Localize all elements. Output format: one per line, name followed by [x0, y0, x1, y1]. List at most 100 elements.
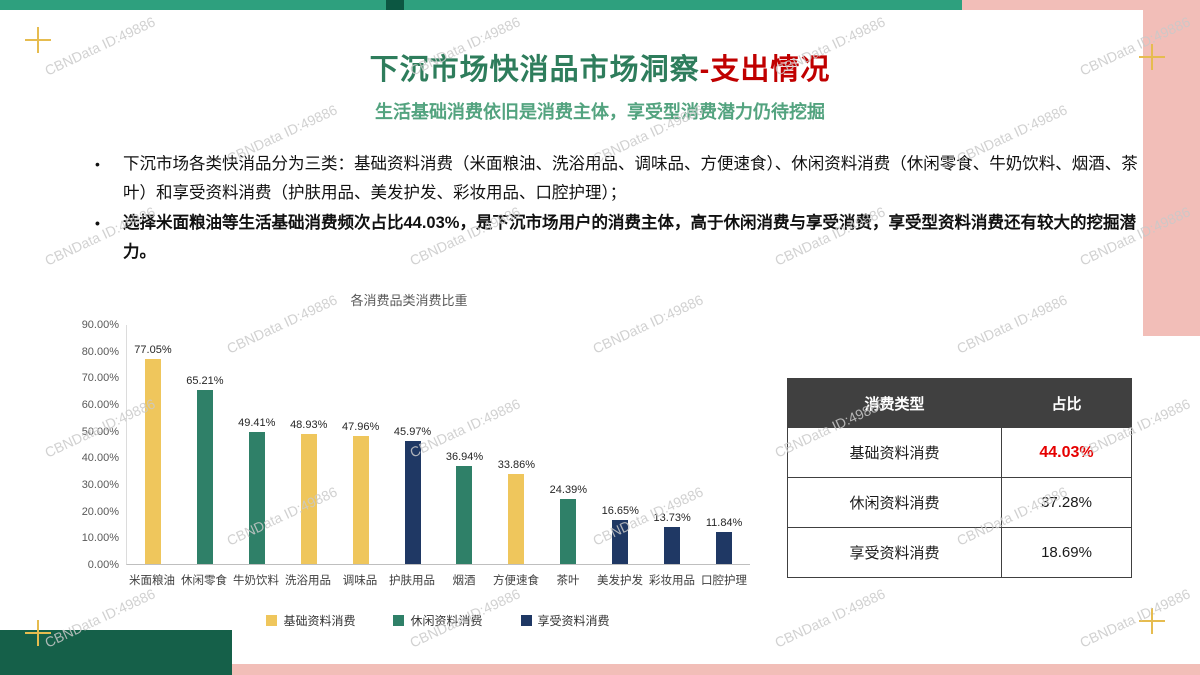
bar-value-label: 49.41%	[238, 417, 276, 430]
bar-value-label: 48.93%	[290, 418, 328, 431]
bullet-item: • 选择米面粮油等生活基础消费频次占比44.03%，是下沉市场用户的消费主体，高…	[95, 209, 1153, 268]
bar	[352, 436, 369, 564]
bar-plot: 77.05% 65.21% 49.41% 48.93% 47.96% 45.97% 36.9…	[126, 325, 750, 565]
y-tick-label: 60.00%	[81, 399, 119, 411]
y-tick-label: 0.00%	[87, 559, 119, 571]
type-cell: 享受资料消费	[786, 527, 1003, 578]
table-row: 基础资料消费 44.03%	[786, 427, 1132, 478]
corner-cross-icon	[1139, 608, 1165, 634]
bullet-item: • 下沉市场各类快消品分为三类：基础资料消费（米面粮油、洗浴用品、调味品、方便速…	[95, 150, 1153, 209]
type-cell: 基础资料消费	[786, 427, 1003, 478]
bar	[404, 441, 421, 564]
bullet-marker: •	[95, 156, 100, 172]
bullet-text: 选择米面粮油等生活基础消费频次占比44.03%，是下沉市场用户的消费主体，高于休…	[123, 213, 1136, 262]
category-label: 米面粮油	[129, 575, 175, 587]
table-header-type: 消费类型	[786, 378, 1003, 428]
watermark-text: CBNData ID:49886	[772, 585, 888, 651]
category-label: 护肤用品	[389, 575, 435, 587]
top-right-accent-strip	[962, 0, 1200, 10]
legend-item: 享受资料消费	[520, 612, 610, 629]
bar	[144, 358, 161, 564]
chart-title: 各消费品类消费比重	[350, 293, 468, 308]
legend-swatch	[520, 615, 532, 626]
bar-group: 65.21%	[179, 325, 231, 564]
bar-value-label: 65.21%	[186, 375, 224, 388]
page-title-main: 下沉市场快消品市场洞察	[369, 54, 700, 86]
corner-cross-icon	[1139, 44, 1165, 70]
bar-group: 36.94%	[439, 325, 491, 564]
top-accent-notch	[386, 0, 404, 10]
chart-body: 0.00% 10.00% 20.00% 30.00% 40.00% 50.00% 60.00…	[68, 319, 778, 571]
bar-group: 24.39%	[542, 325, 594, 564]
chart-legend: 基础资料消费 休闲资料消费 享受资料消费	[126, 612, 750, 629]
table-header-row: 消费类型 占比	[786, 378, 1132, 428]
category-label: 牛奶饮料	[233, 575, 279, 587]
category-label: 洗浴用品	[285, 575, 331, 587]
legend-swatch	[393, 615, 405, 626]
watermark-text: CBNData ID:49886	[954, 291, 1070, 357]
y-tick-label: 90.00%	[81, 319, 119, 331]
category-label: 茶叶	[556, 575, 580, 587]
legend-label: 享受资料消费	[537, 614, 610, 628]
y-tick-label: 10.00%	[81, 532, 119, 545]
legend-item: 休闲资料消费	[393, 612, 483, 629]
category-label: 休闲零食	[181, 575, 227, 587]
bar-value-label: 11.84%	[705, 517, 743, 530]
bar	[196, 390, 213, 564]
category-label: 方便速食	[493, 575, 539, 587]
y-tick-label: 80.00%	[81, 345, 119, 358]
category-label: 彩妆用品	[649, 575, 695, 587]
bar-group: 48.93%	[283, 325, 335, 564]
legend-item: 基础资料消费	[266, 612, 355, 629]
bar-group: 47.96%	[335, 325, 387, 564]
category-label: 调味品	[342, 575, 378, 587]
consumption-share-chart: 各消费品类消费比重 0.00% 10.00% 20.00% 30.00% 40.00% 5…	[68, 290, 778, 629]
legend-label: 基础资料消费	[283, 614, 356, 628]
bar	[456, 465, 473, 564]
bar-value-label: 13.73%	[653, 512, 691, 525]
corner-cross-icon	[25, 620, 51, 646]
y-tick-label: 30.00%	[81, 479, 119, 491]
page-title: 下沉市场快消品市场洞察-支出情况	[0, 46, 1200, 88]
bar-group: 11.84%	[698, 325, 750, 564]
bar	[716, 532, 733, 564]
consumption-ratio-table: 消费类型 占比 基础资料消费 44.03% 休闲资料消费 37.28% 享受资料…	[786, 378, 1132, 578]
y-tick-label: 50.00%	[81, 425, 119, 438]
bar-group: 13.73%	[646, 325, 698, 564]
bar-value-label: 47.96%	[341, 421, 380, 434]
bullet-text: 下沉市场各类快消品分为三类：基础资料消费（米面粮油、洗浴用品、调味品、方便速食）…	[123, 155, 1138, 203]
bar	[664, 527, 681, 564]
bar-group: 49.41%	[231, 325, 283, 564]
bar	[248, 432, 265, 564]
x-axis-labels: 米面粮油 休闲零食 牛奶饮料 洗浴用品 调味品 护肤用品 烟酒 方便速食 茶叶 美发护发 彩妆用品口…	[126, 565, 750, 588]
legend-label: 休闲资料消费	[410, 614, 483, 628]
page-title-highlight: -支出情况	[699, 54, 831, 86]
table-row: 休闲资料消费 37.28%	[786, 477, 1132, 528]
bottom-accent-bar	[232, 664, 1200, 675]
bar-group: 33.86%	[490, 325, 542, 564]
bar-value-label: 24.39%	[549, 484, 587, 496]
share-cell: 18.69%	[1001, 527, 1132, 578]
y-axis: 0.00% 10.00% 20.00% 30.00% 40.00% 50.00% 60.00…	[68, 319, 126, 571]
watermark-text: CBNData ID:49886	[1077, 585, 1193, 651]
bar-group: 77.05%	[127, 325, 179, 564]
bar	[560, 499, 577, 564]
y-tick-label: 40.00%	[81, 452, 119, 465]
bar-group: 16.65%	[594, 325, 646, 564]
legend-swatch	[266, 615, 278, 626]
bar-value-label: 33.86%	[497, 458, 536, 471]
share-cell: 44.03%	[1001, 427, 1132, 478]
corner-cross-icon	[25, 27, 51, 53]
type-cell: 休闲资料消费	[786, 477, 1003, 528]
y-tick-label: 70.00%	[81, 372, 119, 385]
y-tick-label: 20.00%	[81, 505, 119, 518]
table-header-share: 占比	[1001, 378, 1132, 428]
category-label: 烟酒	[452, 575, 476, 587]
category-label: 美发护发	[597, 575, 643, 587]
top-accent-bar	[0, 0, 962, 10]
bar-value-label: 36.94%	[445, 450, 484, 463]
bar-value-label: 16.65%	[601, 504, 639, 517]
share-cell: 37.28%	[1001, 477, 1132, 528]
bar-value-label: 77.05%	[134, 343, 172, 356]
